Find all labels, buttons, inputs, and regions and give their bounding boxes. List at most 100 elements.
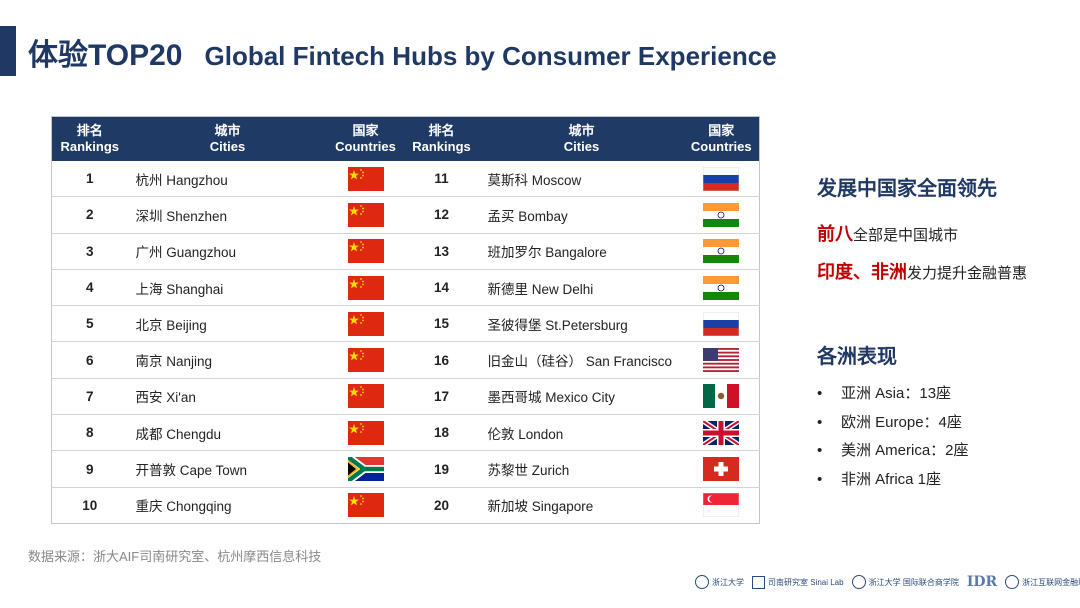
city-name: 莫斯科 Moscow — [479, 161, 684, 198]
header-cities: 城市 Cities — [127, 116, 328, 161]
country-flag-cell — [683, 161, 760, 198]
table-row: 3 广州 Guangzhou 13 班加罗尔 Bangalore — [51, 233, 760, 270]
city-name: 班加罗尔 Bangalore — [479, 233, 684, 270]
city-name: 墨西哥城 Mexico City — [479, 378, 684, 416]
rank-number: 12 — [403, 196, 480, 234]
zju-seal-icon — [851, 575, 866, 589]
data-source-note: 数据来源：浙大AIF司南研究室、杭州摩西信息科技 — [28, 549, 322, 564]
city-name: 开普敦 Cape Town — [127, 450, 328, 488]
country-flag-cell — [327, 341, 404, 379]
bullet-icon: • — [817, 385, 823, 402]
rank-number: 1 — [51, 161, 128, 198]
rank-number: 7 — [51, 378, 128, 416]
china-flag-icon — [347, 202, 384, 227]
country-flag-cell — [683, 341, 760, 379]
side-point-india-africa-highlight: 印度、非洲 — [817, 262, 907, 282]
title-accent-bar — [0, 26, 16, 76]
table-row: 4 上海 Shanghai 14 新德里 New Delhi — [51, 269, 760, 307]
side-point-top8-highlight: 前八 — [817, 224, 853, 244]
country-flag-cell — [327, 450, 404, 488]
side-heading-developing: 发展中国家全面领先 — [817, 178, 997, 200]
table-row: 10 重庆 Chongqing 20 新加坡 Singapore — [52, 487, 760, 523]
city-name: 成都 Chengdu — [127, 414, 328, 452]
rank-number: 8 — [51, 414, 128, 452]
rank-number: 2 — [51, 196, 128, 234]
city-name: 重庆 Chongqing — [135, 499, 232, 515]
uk-flag-icon — [703, 420, 740, 445]
city-name: 西安 Xi'an — [127, 378, 328, 416]
list-item: • 欧洲 Europe：4座 — [817, 412, 969, 441]
header-countries: 国家 Countries — [327, 116, 404, 161]
china-flag-icon — [347, 348, 384, 373]
side-point-india-africa-text: 发力提升金融普惠 — [907, 265, 1028, 282]
bullet-icon: • — [817, 442, 823, 459]
russia-flag-icon — [703, 166, 740, 191]
country-flag-cell — [327, 196, 404, 234]
list-item: • 美洲 America：2座 — [817, 440, 969, 469]
side-point-top8-text: 全部是中国城市 — [853, 227, 959, 244]
bullet-icon: • — [817, 470, 823, 488]
page-title: 体验TOP20 Global Fintech Hubs by Consumer … — [28, 30, 777, 74]
city-name: 上海 Shanghai — [127, 269, 328, 307]
india-flag-icon — [703, 239, 740, 264]
country-flag-cell — [683, 269, 760, 307]
side-heading-continents: 各洲表现 — [817, 346, 897, 368]
table-row: 6 南京 Nanjing 16 旧金山（硅谷） San Francisco — [51, 341, 760, 379]
country-flag-cell — [327, 305, 404, 343]
china-flag-icon — [347, 311, 384, 336]
rank-number: 14 — [403, 269, 480, 307]
zju-business-school-logo: 浙江大学 国际联合商学院 — [851, 575, 959, 589]
city-name: 北京 Beijing — [127, 305, 328, 343]
city-name: 新加坡 Singapore — [487, 499, 594, 515]
country-flag-cell — [327, 233, 404, 270]
rank-number: 15 — [403, 305, 480, 343]
rank-number: 11 — [403, 161, 480, 198]
country-flag-cell — [327, 378, 404, 416]
country-flag-cell — [683, 378, 760, 416]
china-flag-icon — [347, 384, 384, 409]
table-row: 9 开普敦 Cape Town 19 苏黎世 Zurich — [51, 450, 760, 488]
rank-number: 4 — [51, 269, 128, 307]
china-flag-icon — [347, 493, 384, 518]
header-countries: 国家 Countries — [683, 116, 760, 161]
sinai-lab-logo: 司南研究室 Sinai Lab — [752, 575, 844, 589]
rank-number: 18 — [403, 414, 480, 452]
idr-logo: IDR — [966, 574, 998, 590]
south-africa-flag-icon — [347, 457, 384, 482]
country-flag-cell — [683, 196, 760, 234]
country-flag-cell — [683, 233, 760, 270]
zju-seal-icon — [695, 575, 709, 589]
sinai-mark-icon — [752, 575, 765, 589]
city-name: 苏黎世 Zurich — [479, 450, 684, 488]
city-name: 伦敦 London — [479, 414, 684, 452]
russia-flag-icon — [703, 311, 740, 336]
switzerland-flag-icon — [703, 457, 740, 482]
side-point-india-africa: 印度、非洲发力提升金融普惠 — [817, 258, 1027, 284]
rank-number: 3 — [51, 233, 128, 270]
table-row: 1 杭州 Hangzhou 11 莫斯科 Moscow — [51, 161, 760, 198]
continent-list: • 亚洲 Asia：13座 • 欧洲 Europe：4座 • 美洲 America：2… — [817, 383, 969, 497]
rank-number: 5 — [51, 305, 128, 343]
side-point-top8: 前八全部是中国城市 — [817, 220, 958, 246]
country-flag-cell — [683, 305, 760, 343]
singapore-flag-icon — [703, 493, 740, 518]
rank-number: 10 — [82, 497, 98, 513]
rank-number: 6 — [51, 341, 128, 379]
rank-number: 9 — [51, 450, 128, 488]
table-row: 5 北京 Beijing 15 圣彼得堡 St.Petersburg — [51, 305, 760, 343]
city-name: 南京 Nanjing — [127, 341, 328, 379]
city-name: 旧金山（硅谷） San Francisco — [479, 341, 684, 379]
city-name: 新德里 New Delhi — [479, 269, 684, 307]
zju-logo: 浙江大学 — [695, 575, 744, 589]
country-flag-cell — [328, 487, 404, 523]
rank-number: 17 — [403, 378, 480, 416]
list-item: • 非洲 Africa 1座 — [817, 469, 969, 498]
rank-number: 20 — [433, 497, 450, 513]
rank-number: 16 — [403, 341, 480, 379]
bullet-icon: • — [817, 413, 823, 431]
country-flag-cell — [683, 414, 760, 452]
china-flag-icon — [347, 275, 384, 300]
china-flag-icon — [347, 420, 384, 445]
header-rankings: 排名 Rankings — [403, 116, 480, 161]
footer-logos: 浙江大学 司南研究室 Sinai Lab 浙江大学 国际联合商学院 IDR 浙江… — [695, 572, 1080, 592]
